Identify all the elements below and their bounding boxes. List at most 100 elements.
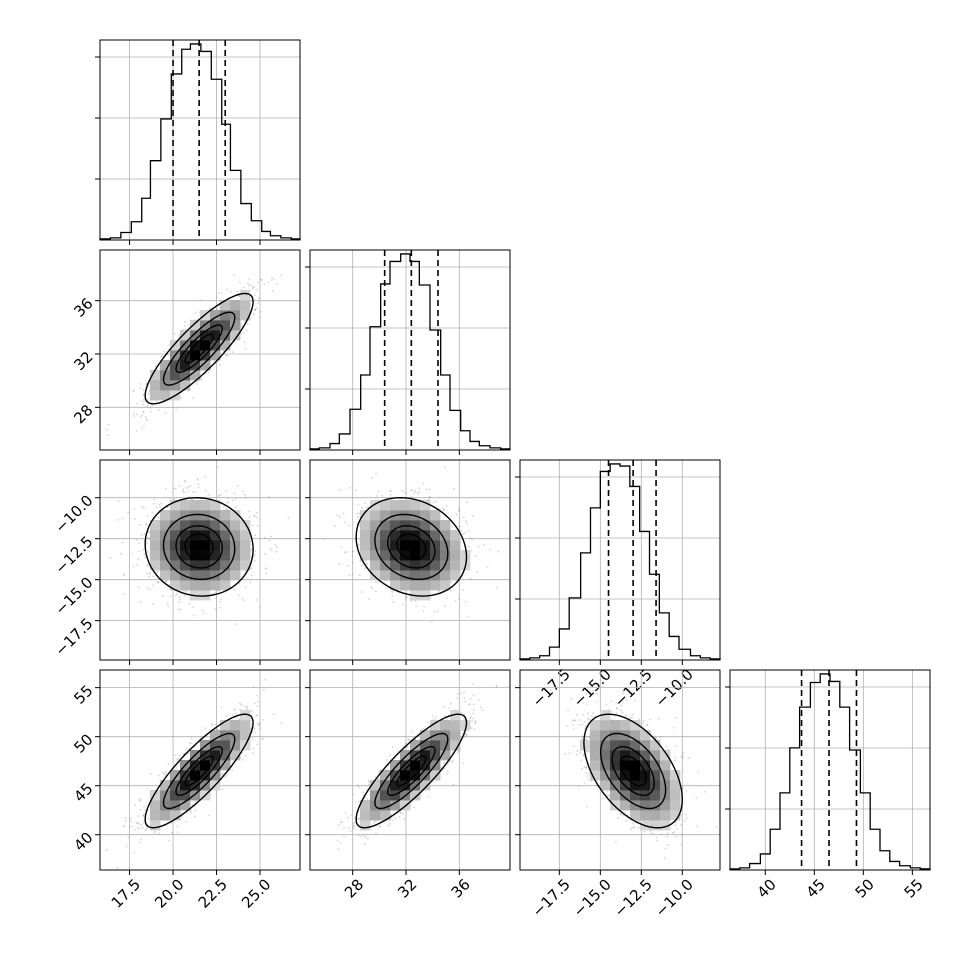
density-bin (190, 520, 201, 531)
density-bin (180, 790, 191, 801)
scatter-point (147, 550, 149, 553)
scatter-point (472, 703, 475, 706)
contour-line (611, 745, 655, 797)
scatter-point (252, 685, 255, 688)
scatter-point (585, 765, 588, 768)
plot-area (310, 460, 510, 660)
scatter-point (133, 412, 135, 414)
contour-line (144, 713, 254, 829)
scatter-point (577, 785, 580, 788)
scatter-point (232, 274, 235, 277)
scatter-point (638, 718, 641, 720)
density-bin (200, 560, 211, 571)
scatter-point (631, 826, 634, 829)
scatter-point (222, 350, 225, 353)
scatter-point (366, 837, 369, 840)
scatter-point (220, 598, 222, 601)
scatter-point (146, 563, 149, 566)
density-bin (400, 750, 411, 761)
scatter-point (452, 487, 455, 490)
scatter-point (204, 476, 207, 478)
scatter-point (255, 288, 258, 291)
density-bin (440, 540, 451, 551)
scatter-point (458, 509, 461, 512)
scatter-point (255, 599, 258, 601)
scatter-point (486, 566, 489, 569)
scatter-point (631, 713, 634, 716)
scatter-point (167, 506, 169, 509)
axes-frame (519, 669, 721, 871)
scatter-point (185, 820, 187, 823)
scatter-point (251, 737, 254, 740)
scatter-point (146, 515, 149, 518)
density-bin (210, 350, 221, 361)
scatter-point (157, 570, 159, 573)
density-bin (620, 760, 631, 771)
density-bin (390, 780, 401, 791)
scatter-point (165, 580, 167, 583)
scatter-point (680, 833, 683, 836)
axes-frame (99, 459, 301, 661)
scatter-point (394, 817, 397, 820)
scatter-point (143, 553, 146, 556)
scatter-point (697, 771, 699, 774)
scatter-point (253, 727, 256, 730)
scatter-point (616, 707, 619, 710)
scatter-point (465, 501, 468, 504)
scatter-point (549, 689, 552, 692)
axes-frame (99, 39, 301, 241)
scatter-point (269, 547, 272, 550)
scatter-point (191, 606, 194, 609)
density-bin (440, 740, 451, 751)
scatter-point (263, 282, 266, 285)
density-bin (170, 380, 181, 391)
hist-param-3: −17.5−15.0−12.5−10.0 (515, 459, 721, 711)
scatter-point (275, 550, 277, 553)
scatter-point (351, 562, 354, 565)
scatter-point (270, 535, 272, 538)
scatter-point (107, 423, 110, 426)
density-bin (600, 770, 611, 781)
scatter-point (148, 537, 151, 540)
scatter-point (267, 281, 270, 284)
scatter-point (209, 307, 212, 310)
scatter-point (173, 332, 176, 335)
density-bin (380, 550, 391, 561)
scatter-point (149, 407, 152, 409)
scatter-point (481, 709, 484, 711)
scatter-point (489, 548, 491, 551)
scatter-point (442, 761, 445, 764)
density-bin (190, 510, 201, 521)
scatter-point (364, 836, 367, 839)
scatter-point (159, 506, 162, 508)
scatter-point (163, 772, 166, 775)
scatter-point (189, 742, 192, 745)
scatter-point (150, 410, 152, 413)
scatter-point (259, 727, 262, 730)
scatter-point (627, 688, 630, 691)
density-bin (410, 540, 421, 551)
scatter-point (407, 739, 410, 741)
density-bin (200, 330, 211, 341)
scatter-point (142, 814, 145, 817)
scatter-point (176, 825, 179, 827)
scatter-point (735, 787, 737, 789)
scatter-point (184, 320, 186, 323)
scatter-point (578, 719, 581, 722)
scatter-point (571, 719, 574, 722)
scatter-point (468, 537, 471, 539)
density-bin (160, 810, 171, 821)
scatter-point (158, 503, 161, 506)
density-bin (170, 580, 181, 591)
scatter-point (619, 709, 622, 711)
scatter-point (582, 702, 584, 704)
scatter-point (448, 707, 451, 710)
density-bin (220, 310, 231, 321)
scatter-point (446, 772, 448, 775)
contour-line (599, 732, 667, 810)
scatter-point (390, 813, 392, 816)
x-tick-label: −15.0 (570, 875, 615, 920)
scatter-point (251, 710, 254, 713)
density-bin (460, 550, 471, 561)
density-bin (180, 340, 191, 351)
